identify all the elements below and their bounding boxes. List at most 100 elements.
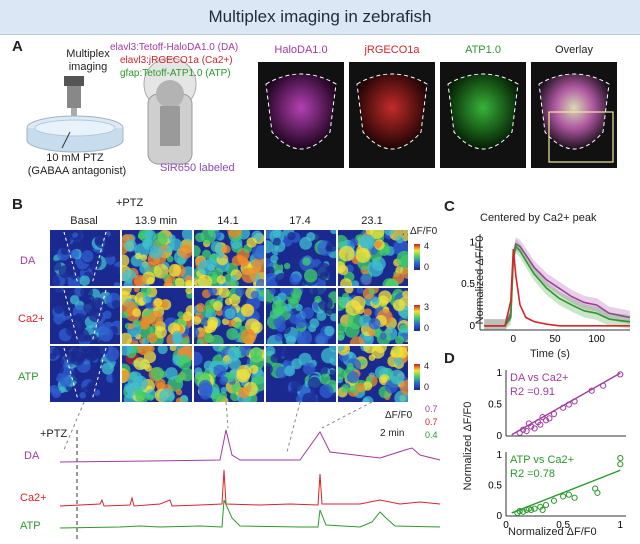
trace-da	[59, 429, 441, 463]
chart-c-band	[484, 239, 630, 330]
heatmap-cell	[50, 346, 120, 402]
construct-atp: gfap:Tetoff-ATP1.0 (ATP)	[120, 68, 231, 79]
multiplex-label: Multiplex	[66, 48, 110, 60]
sir650-label: SiR650 labeled	[160, 162, 235, 174]
construct-ca: elavl3:jRGECO1a (Ca2+)	[120, 55, 233, 66]
colorbar-ca-max: 3	[424, 302, 430, 312]
heatmap-cell	[122, 230, 192, 286]
chart-c-title: Centered by Ca2+ peak	[480, 212, 597, 224]
heatmap-cell	[338, 288, 408, 344]
ptz-label: 10 mM PTZ	[46, 152, 104, 164]
chart-c-xtick: 100	[588, 334, 605, 345]
trace-ca	[59, 469, 441, 507]
fish-pointer	[61, 131, 71, 149]
panel-label-c: C	[444, 198, 455, 215]
activity-traces	[59, 401, 441, 540]
heatmap-cell	[122, 346, 192, 402]
chart-d2-point	[560, 493, 567, 500]
chart-d-xlabel: Normalized ΔF/F0	[508, 526, 597, 538]
chart-d2: 0 0.5 1 0 0.5 1	[488, 450, 626, 531]
chart-d1-point	[537, 421, 544, 428]
construct-da: elavl3:Tetoff-HaloDA1.0 (DA)	[110, 42, 239, 53]
heatmap-cell	[50, 230, 120, 286]
chart-c-band	[484, 237, 630, 330]
heatmap-cell	[338, 346, 408, 402]
heatmap-cell	[122, 288, 192, 344]
ptz-description: (GABAA antagonist)	[27, 165, 127, 177]
chart-d1-point	[523, 427, 530, 435]
scale-title: ΔF/F0	[385, 410, 413, 421]
colorbar-title: ΔF/F0	[410, 226, 438, 237]
trace-label-da: DA	[24, 450, 40, 462]
chart-d2-ytick: 1	[496, 450, 502, 461]
chart-d1-ytick: 0.5	[488, 400, 502, 411]
chart-d1-point	[546, 415, 553, 422]
chart-d2-point	[571, 494, 578, 501]
chart-d2-point	[528, 506, 535, 514]
panel-label-a: A	[12, 38, 23, 55]
chart-c-ytick: 0	[469, 321, 475, 332]
chart-d2-ytick: 0.5	[488, 481, 502, 492]
chart-d1-r2: R2 =0.91	[510, 386, 555, 398]
scale-time: 2 min	[380, 428, 405, 439]
trace-atp	[59, 499, 441, 529]
scale-atp: 0.4	[425, 430, 438, 440]
panel-label-d: D	[444, 350, 455, 367]
dish-inner	[34, 119, 116, 137]
chart-d2-xtick: 0.5	[556, 520, 570, 531]
column-label-t1: 13.9 min	[134, 215, 178, 227]
chart-d1-point	[531, 425, 538, 432]
chart-d1-point	[539, 414, 546, 421]
chart-d1: 00.51	[488, 368, 626, 442]
heatmap-cell	[194, 346, 264, 402]
scale-da: 0.7	[425, 404, 438, 414]
figure-title: Multiplex imaging in zebrafish	[0, 0, 640, 35]
objective-tip	[71, 108, 77, 122]
chart-d1-fit-line	[511, 372, 621, 436]
heatmap-cell	[194, 230, 264, 286]
chart-c-ytick: 1	[469, 237, 475, 248]
imaging-label: imaging	[68, 61, 108, 73]
zebrafish-head-illustration	[143, 57, 197, 165]
chart-d-ylabel: Normalized ΔF/F0	[462, 401, 474, 491]
chart-d2-point	[531, 505, 538, 512]
chart-d2-point	[542, 501, 550, 509]
chart-c: 0 0.5 1 0 50 100	[461, 234, 631, 345]
chart-d2-r2: R2 =0.78	[510, 468, 555, 480]
objective-top	[64, 76, 84, 86]
column-label-t3: 17.4	[289, 215, 311, 227]
chart-d1-annotation: DA vs Ca2+	[510, 372, 569, 384]
colorbar-ca-min: 0	[424, 323, 430, 333]
row-label-atp: ATP	[18, 371, 39, 383]
chart-d2-xtick: 0	[503, 520, 509, 531]
chart-c-xtick: 50	[549, 334, 561, 345]
chart-c-series-line	[484, 244, 631, 327]
brain-region	[156, 80, 184, 108]
heatmap-cell	[338, 230, 408, 286]
image-halo	[258, 62, 344, 168]
trace-ptz-label: +PTZ	[40, 428, 68, 440]
chart-c-ytick: 0.5	[461, 279, 475, 290]
chart-d1-point	[542, 417, 550, 424]
colorbar-ca	[414, 305, 420, 331]
heatmap-cell	[194, 288, 264, 344]
trace-label-ca: Ca2+	[20, 492, 47, 504]
chart-d2-point	[617, 461, 624, 468]
connector-lines	[62, 401, 373, 453]
image-title-overlay: Overlay	[555, 44, 593, 56]
image-overlay	[531, 62, 617, 168]
image-title-halo: HaloDA1.0	[274, 44, 328, 56]
colorbar-atp-min: 0	[424, 382, 430, 392]
colorbar-atp-max: 4	[424, 361, 430, 371]
heatmap-cell	[266, 346, 336, 402]
chart-d2-fit-line	[511, 469, 621, 514]
image-atp	[440, 62, 526, 168]
colorbar-atp	[414, 364, 420, 390]
chart-c-series-line	[484, 248, 630, 327]
heatmap-grid	[50, 230, 410, 402]
chart-d2-annotation: ATP vs Ca2+	[510, 454, 575, 466]
column-label-t4: 23.1	[361, 215, 383, 227]
image-jrgeco	[349, 62, 435, 168]
chart-c-xlabel: Time (s)	[530, 348, 570, 360]
chart-d2-xtick: 1	[618, 520, 624, 531]
